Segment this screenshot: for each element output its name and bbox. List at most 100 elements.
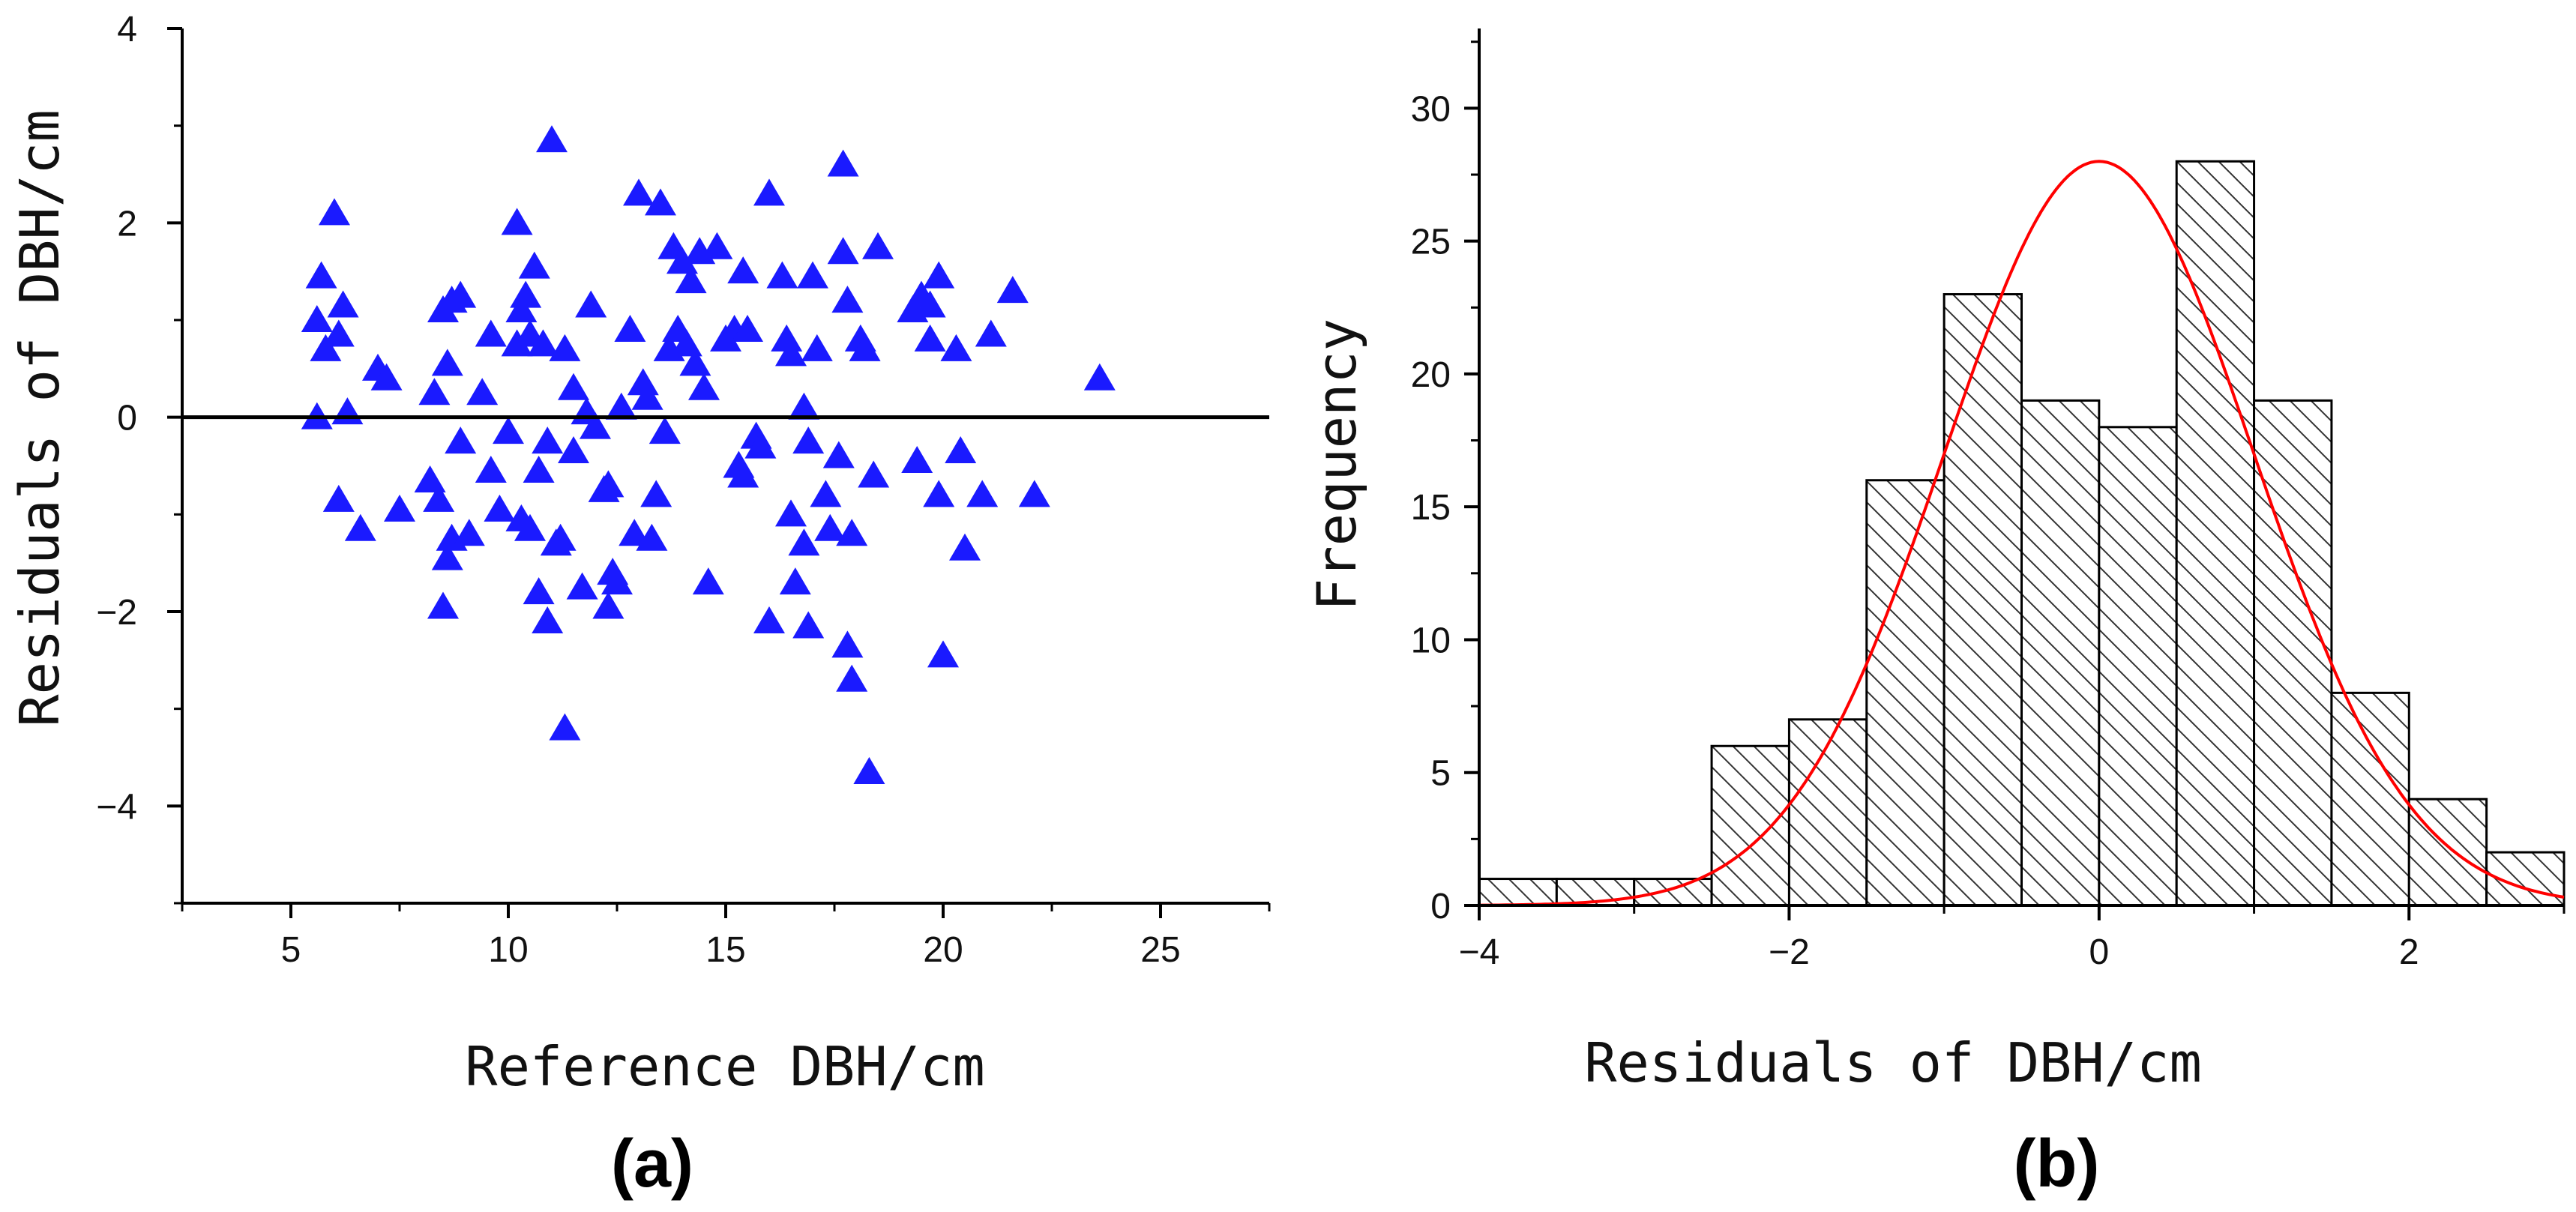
histogram-bar xyxy=(1942,293,2023,907)
scatter-point xyxy=(310,334,342,361)
scatter-point xyxy=(914,290,946,318)
scatter-point xyxy=(427,591,459,619)
scatter-points xyxy=(301,125,1116,784)
scatter-point xyxy=(1083,363,1116,391)
histogram-bar xyxy=(1865,479,1945,907)
scatter-point xyxy=(670,329,702,357)
scatter-point xyxy=(493,417,524,444)
scatter-point xyxy=(775,339,807,367)
scatter-point xyxy=(901,446,933,474)
scatter-point xyxy=(836,519,868,546)
a-y-ticks: −4 −2 0 2 4 xyxy=(96,10,182,905)
histogram-bar xyxy=(2330,691,2410,907)
scatter-point xyxy=(849,334,881,361)
scatter-point xyxy=(766,261,798,289)
scatter-point xyxy=(975,319,1007,347)
scatter-point xyxy=(544,523,577,551)
b-y-axis-title: Frequency xyxy=(1305,319,1368,611)
a-y-tick-label: −4 xyxy=(96,787,137,827)
scatter-point xyxy=(614,314,646,342)
scatter-point xyxy=(940,334,972,361)
scatter-point xyxy=(623,178,654,206)
histogram-bar xyxy=(1478,878,1558,907)
scatter-point xyxy=(475,455,507,483)
a-panel-label: (a) xyxy=(611,1127,693,1202)
scatter-point xyxy=(914,324,946,352)
normal-fit-curve xyxy=(1478,160,2565,907)
scatter-point xyxy=(532,426,564,454)
scatter-point xyxy=(319,198,350,226)
scatter-point xyxy=(558,373,589,400)
b-y-tick-label: 10 xyxy=(1411,621,1451,660)
scatter-point xyxy=(431,349,463,376)
b-panel-label: (b) xyxy=(2014,1127,2100,1202)
scatter-point xyxy=(331,397,364,425)
scatter-point xyxy=(518,251,550,279)
scatter-point xyxy=(648,417,681,444)
scatter-point xyxy=(753,606,785,633)
scatter-point xyxy=(827,237,859,265)
scatter-point xyxy=(675,266,707,294)
scatter-point xyxy=(771,324,803,352)
b-y-tick-label: 5 xyxy=(1430,754,1451,794)
scatter-point xyxy=(788,392,820,420)
scatter-point xyxy=(322,484,355,512)
scatter-point xyxy=(466,378,499,405)
scatter-point xyxy=(727,256,759,284)
scatter-point xyxy=(527,329,559,357)
b-y-tick-label: 15 xyxy=(1411,488,1451,528)
scatter-point xyxy=(853,756,885,784)
scatter-point xyxy=(966,480,999,507)
scatter-point xyxy=(301,305,333,332)
scatter-point xyxy=(549,334,581,361)
scatter-point xyxy=(344,513,376,541)
scatter-point xyxy=(445,426,477,454)
scatter-point xyxy=(775,499,807,527)
histogram-bar xyxy=(2020,399,2101,907)
scatter-point xyxy=(505,295,538,323)
histogram-bar xyxy=(1787,718,1868,907)
scatter-point xyxy=(501,208,533,235)
scatter-point xyxy=(523,455,555,483)
b-y-tick-label: 30 xyxy=(1411,89,1451,129)
a-x-tick-label: 20 xyxy=(923,930,963,970)
scatter-point xyxy=(792,611,825,639)
scatter-point xyxy=(636,523,668,551)
scatter-point xyxy=(679,349,711,376)
b-y-tick-label: 20 xyxy=(1411,355,1451,395)
scatter-point xyxy=(370,363,403,391)
scatter-point xyxy=(322,319,355,347)
histogram-bar xyxy=(2407,798,2488,907)
a-x-tick-label: 5 xyxy=(281,930,301,970)
scatter-point xyxy=(631,382,663,410)
scatter-point xyxy=(536,125,568,153)
scatter-point xyxy=(858,460,890,488)
histogram-bar xyxy=(2253,399,2333,907)
b-y-tick-label: 0 xyxy=(1430,887,1451,926)
scatter-point xyxy=(836,664,868,692)
scatter-point xyxy=(923,480,955,507)
scatter-point xyxy=(327,290,359,318)
a-y-tick-label: −2 xyxy=(96,593,137,633)
a-y-tick-label: 0 xyxy=(117,399,137,438)
scatter-point xyxy=(645,188,676,216)
scatter-point xyxy=(753,178,785,206)
scatter-point xyxy=(601,567,633,595)
scatter-point xyxy=(627,368,659,396)
scatter-point xyxy=(580,411,611,439)
scatter-point xyxy=(744,431,777,459)
a-x-ticks: 5 10 15 20 25 xyxy=(181,903,1271,970)
a-y-tick-label: 4 xyxy=(117,10,137,49)
scatter-point xyxy=(788,528,820,556)
scatter-point xyxy=(475,319,507,347)
scatter-point xyxy=(827,149,859,177)
scatter-point xyxy=(822,441,855,468)
histogram-bar xyxy=(1633,878,1713,907)
scatter-point xyxy=(523,577,555,605)
a-y-axis-title: Residuals of DBH/cm xyxy=(8,109,71,727)
scatter-point xyxy=(779,567,811,595)
scatter-point xyxy=(305,261,337,289)
scatter-point xyxy=(927,640,959,668)
